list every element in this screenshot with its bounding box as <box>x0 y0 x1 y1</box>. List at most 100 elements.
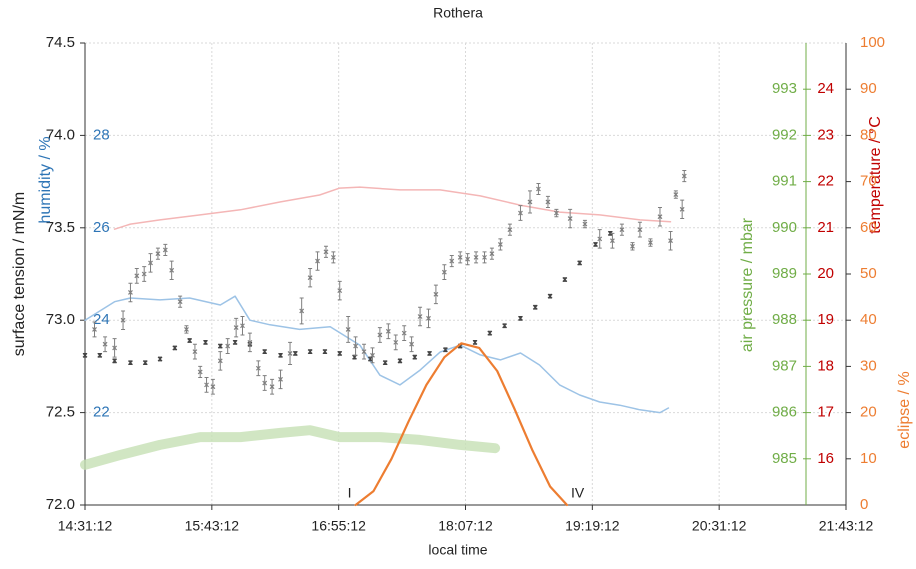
chart-title: Rothera <box>433 5 483 21</box>
secondary-tick-label: 985 <box>772 450 797 467</box>
data-point <box>657 214 663 220</box>
data-point <box>269 384 275 390</box>
data-point <box>532 304 538 310</box>
data-point <box>433 291 439 297</box>
data-point <box>112 358 118 364</box>
data-point <box>473 254 479 260</box>
data-point <box>203 339 208 345</box>
data-point <box>567 216 573 221</box>
data-point <box>518 210 523 216</box>
data-point <box>292 351 298 356</box>
data-point <box>134 273 140 279</box>
data-point <box>162 247 168 253</box>
secondary-tick-label: 21 <box>817 219 834 236</box>
data-point <box>648 240 653 246</box>
data-point <box>497 242 503 247</box>
line-series <box>113 186 672 230</box>
data-point <box>482 254 487 260</box>
data-point <box>370 352 375 358</box>
secondary-tick-label: 22 <box>93 404 110 421</box>
data-point <box>184 327 189 332</box>
data-point <box>217 358 223 364</box>
x-tick-label: 14:31:12 <box>58 518 113 534</box>
data-point <box>393 339 399 345</box>
data-point <box>204 382 209 388</box>
data-point <box>609 238 615 244</box>
data-point <box>472 339 478 345</box>
data-point <box>232 339 238 345</box>
data-point <box>155 251 161 257</box>
data-point <box>330 254 336 260</box>
data-point <box>668 238 673 244</box>
secondary-tick-label: 20 <box>860 404 877 421</box>
line-series <box>84 295 670 414</box>
data-point <box>679 206 685 212</box>
data-point <box>562 277 568 282</box>
data-point <box>102 341 108 347</box>
secondary-tick-label: 989 <box>772 265 797 282</box>
data-point <box>262 380 268 386</box>
data-point <box>142 360 148 366</box>
secondary-tick-label: 10 <box>860 450 877 467</box>
data-point <box>172 345 178 351</box>
data-point <box>82 352 88 358</box>
secondary-tick-label: 991 <box>772 173 797 190</box>
data-point <box>619 227 625 233</box>
data-point <box>337 288 343 294</box>
data-point <box>630 243 635 249</box>
y-tick-label: 73.5 <box>46 219 75 236</box>
data-point <box>582 221 588 227</box>
secondary-tick-label: 990 <box>772 219 797 236</box>
data-point <box>97 352 103 358</box>
data-point <box>489 251 495 257</box>
secondary-tick-label: 986 <box>772 404 797 421</box>
data-point <box>457 254 463 260</box>
data-point <box>278 352 283 358</box>
secondary-tick-label: 992 <box>772 126 797 143</box>
secondary-tick-label: 24 <box>817 80 834 97</box>
y-tick-label: 74.5 <box>46 34 75 51</box>
secondary-axis-label: air pressure / mbar <box>739 217 756 352</box>
annotation: IV <box>571 485 585 501</box>
data-point <box>385 328 391 334</box>
x-tick-label: 18:07:12 <box>438 518 493 534</box>
data-point <box>262 349 268 355</box>
line-series <box>80 425 501 470</box>
secondary-tick-label: 40 <box>860 311 877 328</box>
data-point <box>397 358 403 364</box>
data-point <box>157 356 163 362</box>
data-point <box>401 330 407 336</box>
data-point <box>148 260 153 266</box>
data-point <box>322 349 328 355</box>
data-point <box>255 365 261 371</box>
data-point <box>337 351 343 356</box>
data-point <box>197 369 203 375</box>
data-point <box>412 354 418 360</box>
data-point <box>593 242 598 247</box>
data-point <box>553 210 559 216</box>
secondary-tick-label: 20 <box>817 265 834 282</box>
data-point <box>177 299 183 305</box>
data-point <box>287 351 293 356</box>
data-point <box>637 227 643 233</box>
data-point <box>527 199 533 205</box>
secondary-tick-label: 100 <box>860 34 885 51</box>
y-axis-label: surface tension / mN/m <box>11 192 28 357</box>
data-point <box>607 230 613 236</box>
data-point <box>120 317 126 323</box>
secondary-tick-label: 23 <box>817 126 834 143</box>
data-point <box>409 341 415 347</box>
data-point <box>502 323 508 329</box>
data-point <box>518 315 523 321</box>
secondary-tick-label: 28 <box>93 126 110 143</box>
secondary-tick-label: 60 <box>860 219 877 236</box>
data-point <box>192 349 198 355</box>
data-point <box>465 256 471 262</box>
secondary-tick-label: 30 <box>860 357 877 374</box>
data-point <box>441 269 447 275</box>
x-axis-label: local time <box>428 542 487 558</box>
secondary-tick-label: 50 <box>860 265 877 282</box>
data-point <box>382 360 388 366</box>
data-point <box>323 249 329 255</box>
